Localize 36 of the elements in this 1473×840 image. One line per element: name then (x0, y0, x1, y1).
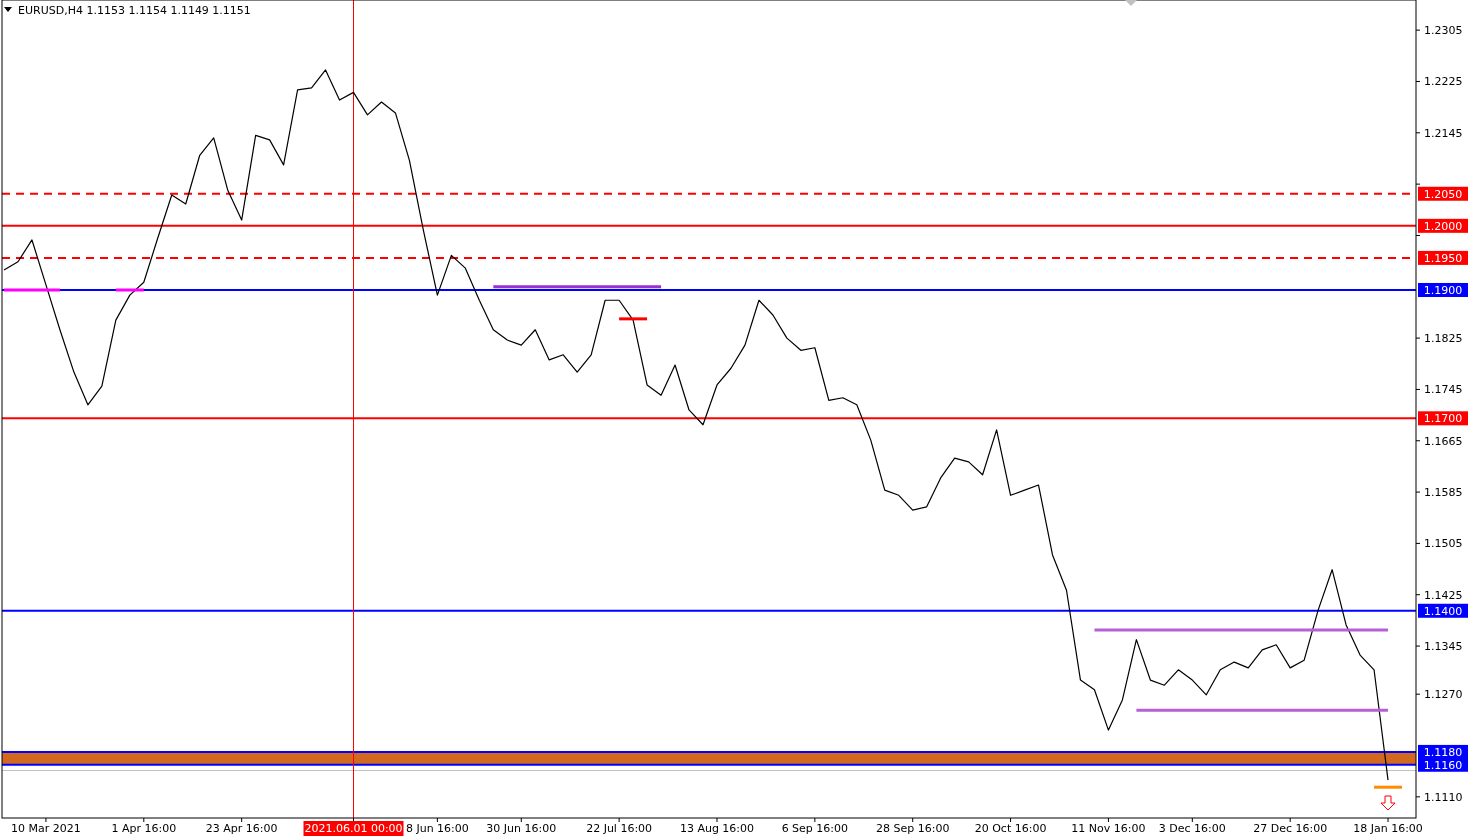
ref-line-label: 1.1160 (1423, 758, 1463, 772)
x-tick-label: 1 Apr 16:00 (111, 822, 177, 835)
x-tick-label: 22 Jul 16:00 (586, 822, 653, 835)
y-tick-label: 1.1425 (1424, 588, 1463, 602)
y-tick-label: 1.1270 (1424, 688, 1463, 702)
x-tick-label: 30 Jun 16:00 (486, 822, 557, 835)
x-tick-label: 20 Oct 16:00 (974, 822, 1047, 835)
x-tick-label: 6 Sep 16:00 (781, 822, 849, 835)
x-tick-label: 3 Dec 16:00 (1158, 822, 1226, 835)
x-tick-label: 27 Dec 16:00 (1253, 822, 1328, 835)
y-tick-label: 1.2225 (1424, 75, 1463, 89)
ref-line-label: 1.1950 (1423, 251, 1463, 265)
y-tick-label: 1.1110 (1424, 790, 1463, 804)
y-tick-label: 1.2145 (1424, 126, 1463, 140)
x-tick-label: 11 Nov 16:00 (1071, 822, 1146, 835)
ref-line-label: 1.1900 (1423, 283, 1463, 297)
y-tick-label: 1.2305 (1424, 24, 1463, 37)
ref-line-label: 1.1180 (1423, 745, 1463, 759)
x-tick-label: 28 Sep 16:00 (875, 822, 950, 835)
chart-title: EURUSD,H4 1.1153 1.1154 1.1149 1.1151 (18, 4, 251, 17)
ref-line-label: 1.1700 (1423, 412, 1463, 426)
x-tick-label: 23 Apr 16:00 (205, 822, 278, 835)
y-tick-label: 1.1665 (1424, 434, 1463, 448)
x-tick-label: 13 Aug 16:00 (679, 822, 755, 835)
x-tick-label: 18 Jan 16:00 (1353, 822, 1423, 835)
ref-line-label: 1.1400 (1423, 604, 1463, 618)
x-tick-label: 2021.06.01 00:00 (304, 822, 403, 835)
y-tick-label: 1.1745 (1424, 383, 1463, 397)
y-tick-label: 1.1585 (1424, 485, 1463, 499)
y-tick-label: 1.1345 (1424, 639, 1463, 653)
x-tick-label: 10 Mar 2021 (11, 822, 81, 835)
ref-line-label: 1.2050 (1423, 187, 1463, 201)
x-tick-label: 8 Jun 16:00 (405, 822, 469, 835)
y-tick-label: 1.1825 (1424, 331, 1463, 345)
y-tick-label: 1.1505 (1424, 537, 1463, 551)
ref-line-label: 1.2000 (1423, 219, 1463, 233)
